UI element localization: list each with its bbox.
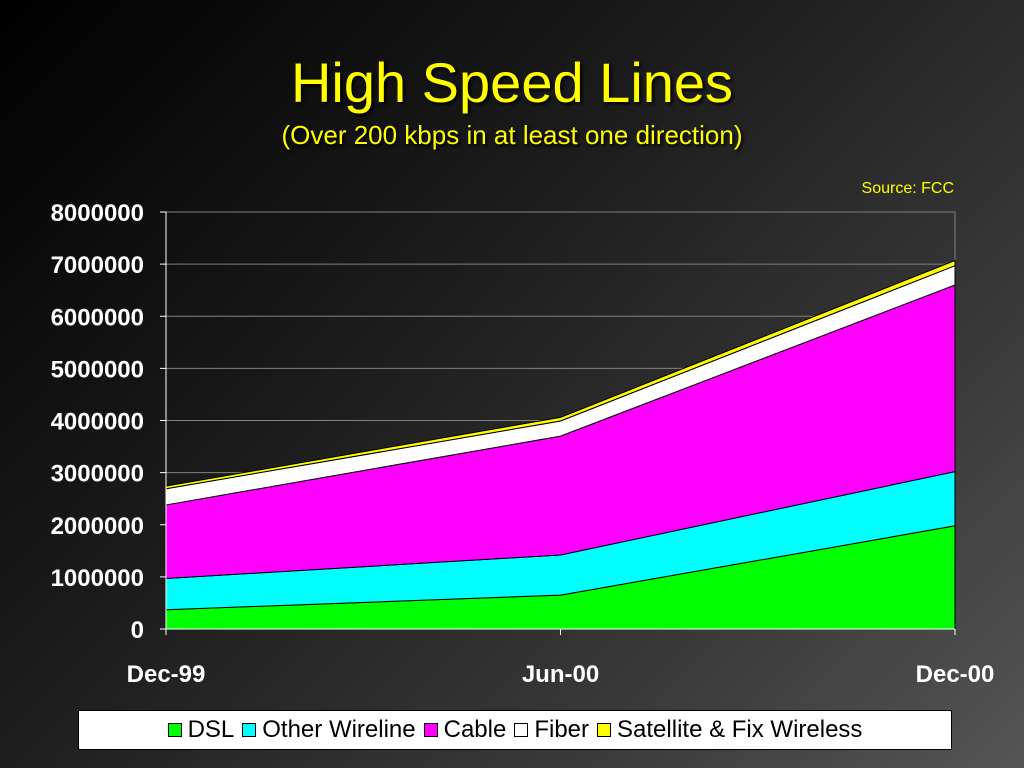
legend-label: Other Wireline [262,716,416,743]
slide-title: High Speed Lines [290,51,734,114]
y-tick-label: 3000000 [51,461,144,488]
legend-swatch [167,723,182,737]
y-tick-label: 2000000 [51,513,144,540]
legend-swatch [597,723,612,737]
legend-swatch [242,723,257,737]
legend-label: Cable [443,716,507,743]
legend-item-cable: Cable [423,716,507,744]
legend-label: Fiber [534,716,590,743]
legend-swatch [514,723,529,737]
y-tick-label: 8000000 [51,200,144,227]
source-note: Source: FCC [861,180,954,197]
legend-item-fiber: Fiber [514,716,589,744]
legend-label: Satellite & Fix Wireless [617,716,863,743]
slide-subtitle: (Over 200 kbps in at least one direction… [281,120,743,150]
x-tick-label: Jun-00 [522,661,599,688]
y-tick-label: 6000000 [51,304,144,331]
legend-item-dsl: DSL [167,716,235,744]
x-tick-label: Dec-99 [127,661,206,688]
y-tick-label: 7000000 [51,252,144,279]
chart-legend: DSL Other Wireline Cable Fiber Satellite & F… [78,710,952,750]
x-tick-label: Dec-00 [916,661,995,688]
y-tick-label: 1000000 [51,565,144,592]
y-tick-label: 5000000 [51,356,144,383]
legend-item-other-wireline: Other Wireline [242,716,416,744]
legend-item-satellite-fix-wireless: Satellite & Fix Wireless [597,716,862,744]
y-tick-label: 4000000 [51,409,144,436]
y-tick-label: 0 [131,617,144,644]
legend-swatch [423,723,438,737]
legend-label: DSL [187,716,235,743]
